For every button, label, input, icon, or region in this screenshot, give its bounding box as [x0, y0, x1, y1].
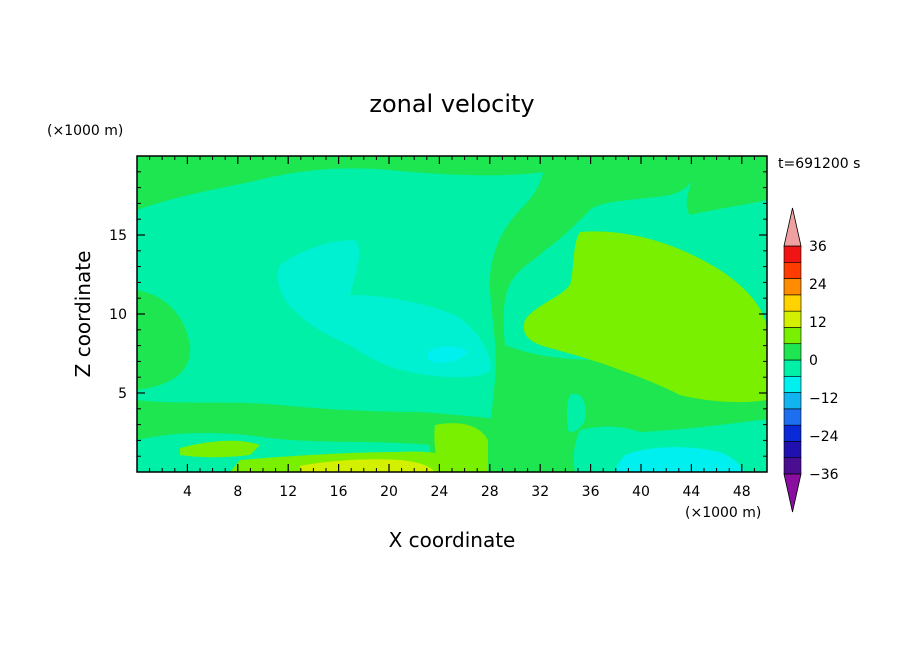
contour-field	[137, 156, 767, 472]
x-tick-label: 32	[531, 484, 549, 500]
x-tick-label: 40	[632, 484, 650, 500]
y-tick-label: 5	[118, 386, 127, 402]
field-region-top-center-plume	[489, 156, 700, 470]
field-region-upper-right-band	[686, 156, 767, 215]
x-unit-label: (×1000 m)	[685, 505, 761, 521]
x-tick-label: 20	[380, 484, 398, 500]
colorbar-swatch	[783, 245, 802, 263]
time-label: t=691200 s	[778, 156, 860, 172]
field-region-center-slow-cell	[277, 240, 491, 378]
field-region-bottom-right-core	[615, 447, 745, 472]
chart-title: zonal velocity	[369, 90, 534, 118]
y-unit-label: (×1000 m)	[47, 123, 123, 139]
colorbar-swatch	[783, 343, 802, 361]
y-tick-label: 15	[109, 228, 127, 244]
colorbar-swatch	[783, 441, 802, 459]
x-tick-label: 48	[733, 484, 751, 500]
x-tick-label: 4	[183, 484, 192, 500]
colorbar-swatch	[783, 359, 802, 377]
field-region-top-left-band	[137, 156, 545, 210]
x-tick-label: 44	[682, 484, 700, 500]
colorbar-swatch	[783, 392, 802, 410]
colorbar-swatch	[783, 294, 802, 312]
colorbar-swatch	[783, 310, 802, 328]
x-axis-ticks: 4 8 12 16 20 24 28 32 36 40 44 48	[149, 156, 755, 500]
colorbar-swatch	[783, 375, 802, 393]
colorbar-over-triangle	[783, 207, 802, 247]
field-region-center-slow-core	[428, 346, 468, 363]
colorbar-swatch	[783, 327, 802, 345]
colorbar-under-triangle	[783, 473, 802, 513]
x-tick-label: 36	[582, 484, 600, 500]
x-tick-label: 24	[430, 484, 448, 500]
y-axis-ticks: 5 10 15	[109, 171, 767, 457]
colorbar-swatch	[783, 457, 802, 475]
colorbar-tick-label: 24	[809, 277, 827, 293]
colorbar-swatch	[783, 408, 802, 426]
x-tick-label: 8	[233, 484, 242, 500]
y-axis-label: Z coordinate	[71, 251, 95, 378]
colorbar-swatch	[783, 261, 802, 279]
colorbar-tick-label: −24	[809, 429, 839, 445]
colorbar: 36 24 12 0 −12 −24 −36	[783, 207, 839, 513]
colorbar-tick-label: −36	[809, 467, 839, 483]
colorbar-swatch	[783, 424, 802, 442]
colorbar-tick-label: −12	[809, 391, 839, 407]
colorbar-tick-label: 36	[809, 239, 827, 255]
colorbar-tick-label: 0	[809, 353, 818, 369]
colorbar-tick-label: 12	[809, 315, 827, 331]
x-axis-label: X coordinate	[389, 528, 516, 552]
field-region-bottom-fast-layer	[180, 423, 488, 472]
x-tick-label: 16	[330, 484, 348, 500]
field-region-left-edge-blob	[137, 290, 191, 390]
field-region-upper-right-core	[523, 231, 767, 403]
colorbar-swatch	[783, 278, 802, 296]
x-tick-label: 12	[279, 484, 297, 500]
y-tick-label: 10	[109, 307, 127, 323]
x-tick-label: 28	[481, 484, 499, 500]
